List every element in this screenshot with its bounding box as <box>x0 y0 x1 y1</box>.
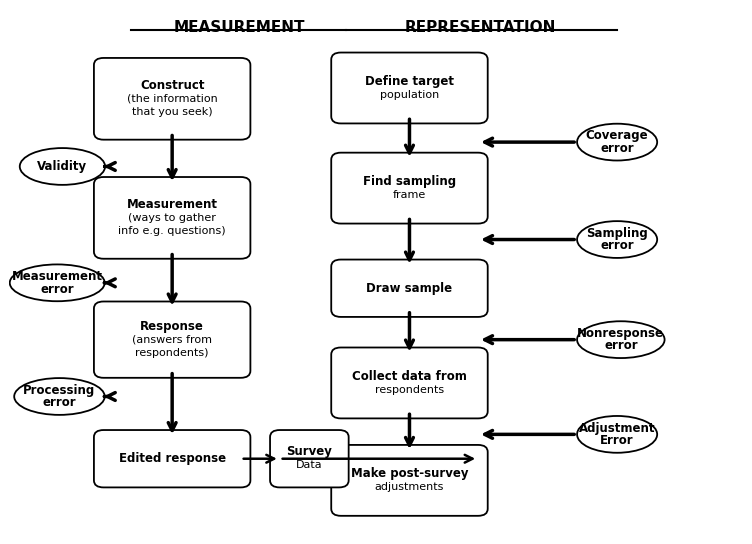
Text: error: error <box>600 239 634 252</box>
Text: Define target: Define target <box>365 75 454 88</box>
Ellipse shape <box>20 148 105 185</box>
Text: Nonresponse: Nonresponse <box>578 327 664 340</box>
Text: Measurement: Measurement <box>126 198 217 211</box>
Text: error: error <box>604 339 638 353</box>
FancyBboxPatch shape <box>94 301 250 378</box>
Text: population: population <box>380 90 439 100</box>
Text: (ways to gather: (ways to gather <box>129 213 216 223</box>
Ellipse shape <box>577 123 657 160</box>
Text: Survey: Survey <box>287 446 332 459</box>
Text: Sampling: Sampling <box>587 227 648 240</box>
Ellipse shape <box>577 322 665 358</box>
FancyBboxPatch shape <box>270 430 349 487</box>
Ellipse shape <box>577 416 657 453</box>
Text: Construct: Construct <box>140 79 205 92</box>
Text: Draw sample: Draw sample <box>366 282 453 295</box>
Text: Data: Data <box>296 460 323 471</box>
Text: error: error <box>41 282 74 295</box>
Text: Error: Error <box>600 434 634 447</box>
FancyBboxPatch shape <box>331 259 488 317</box>
Text: Edited response: Edited response <box>119 452 226 465</box>
FancyBboxPatch shape <box>94 58 250 140</box>
Text: Response: Response <box>140 320 204 332</box>
Text: frame: frame <box>393 190 426 200</box>
Text: adjustments: adjustments <box>374 482 444 492</box>
Text: error: error <box>43 396 76 409</box>
FancyBboxPatch shape <box>331 53 488 123</box>
Ellipse shape <box>577 221 657 258</box>
Text: that you seek): that you seek) <box>132 107 213 118</box>
Text: REPRESENTATION: REPRESENTATION <box>405 20 556 35</box>
Text: Collect data from: Collect data from <box>352 370 467 382</box>
Text: (answers from: (answers from <box>132 335 212 345</box>
FancyBboxPatch shape <box>331 153 488 224</box>
FancyBboxPatch shape <box>331 445 488 516</box>
Text: Processing: Processing <box>23 384 96 397</box>
Text: Make post-survey: Make post-survey <box>350 467 468 480</box>
Text: Coverage: Coverage <box>586 129 648 143</box>
Text: Measurement: Measurement <box>12 270 103 283</box>
Text: MEASUREMENT: MEASUREMENT <box>173 20 305 35</box>
FancyBboxPatch shape <box>94 177 250 259</box>
Text: Find sampling: Find sampling <box>363 175 456 188</box>
Text: Adjustment: Adjustment <box>579 422 656 435</box>
FancyBboxPatch shape <box>331 348 488 418</box>
Text: Validity: Validity <box>38 160 87 173</box>
Text: (the information: (the information <box>127 94 217 104</box>
Ellipse shape <box>10 264 105 301</box>
Text: error: error <box>600 142 634 155</box>
FancyBboxPatch shape <box>94 430 250 487</box>
Ellipse shape <box>14 378 105 415</box>
Text: respondents): respondents) <box>135 348 209 358</box>
Text: info e.g. questions): info e.g. questions) <box>118 226 226 237</box>
Text: respondents: respondents <box>375 385 444 395</box>
